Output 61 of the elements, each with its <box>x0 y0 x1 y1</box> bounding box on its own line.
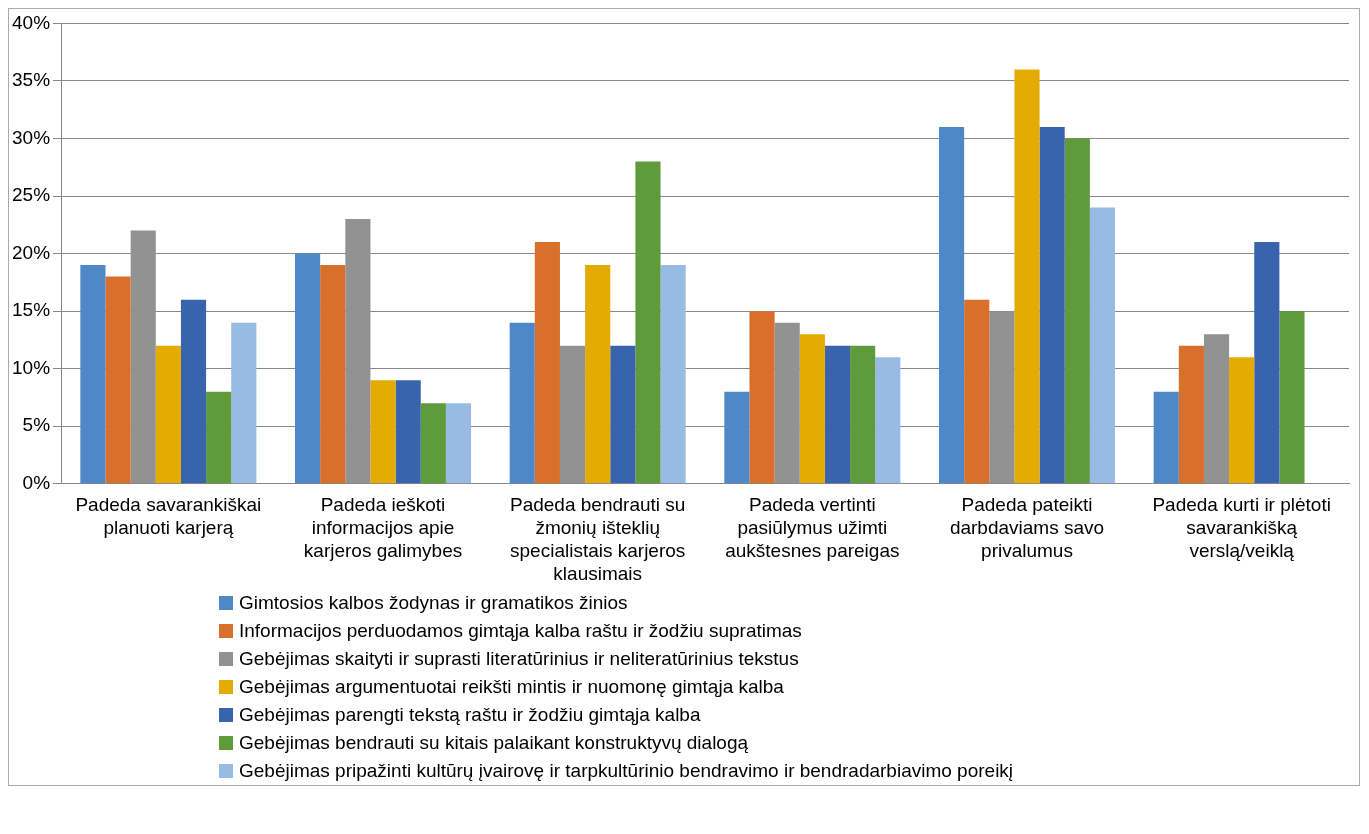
bar <box>559 345 586 484</box>
bar <box>180 299 207 484</box>
bar <box>635 161 661 484</box>
bar <box>610 345 636 484</box>
bar <box>799 334 825 484</box>
y-tick-label: 35% <box>12 69 51 91</box>
y-tick-label: 15% <box>12 299 51 321</box>
x-tick-label: Padeda pateikti darbdaviams savo privalumus <box>949 494 1105 562</box>
bar <box>1203 334 1230 484</box>
y-tick-label: 40% <box>12 11 51 33</box>
bar <box>660 265 686 484</box>
bar <box>774 322 800 484</box>
bar <box>80 265 106 484</box>
bar <box>534 242 560 484</box>
bar <box>231 322 257 484</box>
legend-label: Gebėjimas parengti tekstą raštu ir žodžiu gimtąja kalba <box>239 704 701 726</box>
bar <box>155 345 181 484</box>
bar <box>1178 345 1204 484</box>
legend-label: Gebėjimas skaityti ir suprasti literatūrinius ir neliteratūrinius tekstus <box>239 648 799 670</box>
bar <box>1254 242 1280 484</box>
bar <box>1014 69 1040 484</box>
legend-label: Informacijos perduodamos gimtąja kalba raštu ir žodžiu supratimas <box>239 620 802 642</box>
y-tick-label: 0% <box>22 472 51 494</box>
bar <box>1229 357 1255 484</box>
y-tick-label: 5% <box>22 414 51 436</box>
bar <box>1039 126 1065 484</box>
x-tick-label: Padeda kurti ir plėtoti savarankišką verslą/veiklą <box>1152 494 1331 562</box>
legend-label: Gebėjimas pripažinti kultūrų įvairovę ir tarpkultūrinio bendravimo ir bendradarbiavimo poreikį <box>239 760 1014 782</box>
bar <box>964 299 990 484</box>
legend-label: Gebėjimas argumentuotai reikšti mintis ir nuomonę gimtąja kalba <box>239 676 784 698</box>
bar <box>105 276 131 484</box>
y-tick-label: 10% <box>12 356 51 378</box>
y-tick-label: 25% <box>12 184 51 206</box>
x-tick-label: Padeda savarankiškai planuoti karjerą <box>75 494 262 539</box>
bar <box>724 391 750 484</box>
bar <box>395 380 421 484</box>
bar <box>445 403 472 484</box>
bar <box>295 253 321 484</box>
bar <box>749 311 775 484</box>
bar <box>1153 391 1179 484</box>
y-tick-label: 20% <box>12 241 51 263</box>
bar <box>420 403 446 484</box>
bar <box>850 345 876 484</box>
x-tick-label: Padeda ieškoti informacijos apie karjeros galimybes <box>303 494 463 562</box>
bar <box>824 345 851 484</box>
bar <box>1279 311 1305 484</box>
bar <box>585 265 611 484</box>
bar <box>939 126 965 484</box>
bar <box>320 265 346 484</box>
bar <box>206 391 232 484</box>
bar <box>1064 138 1090 484</box>
bar <box>875 357 901 484</box>
legend-label: Gimtosios kalbos žodynas ir gramatikos žinios <box>239 592 628 614</box>
x-tick-label: Padeda vertinti pasiūlymus užimti aukštesnes pareigas <box>725 494 900 562</box>
bar <box>509 322 535 484</box>
bar <box>370 380 396 484</box>
bar <box>1089 207 1116 484</box>
legend-label: Gebėjimas bendrauti su kitais palaikant konstruktyvų dialogą <box>239 732 749 754</box>
y-tick-label: 30% <box>12 126 51 148</box>
x-tick-label: Padeda bendrauti su žmonių išteklių specialistais karjeros klausimais <box>510 494 686 584</box>
bar <box>989 311 1015 484</box>
